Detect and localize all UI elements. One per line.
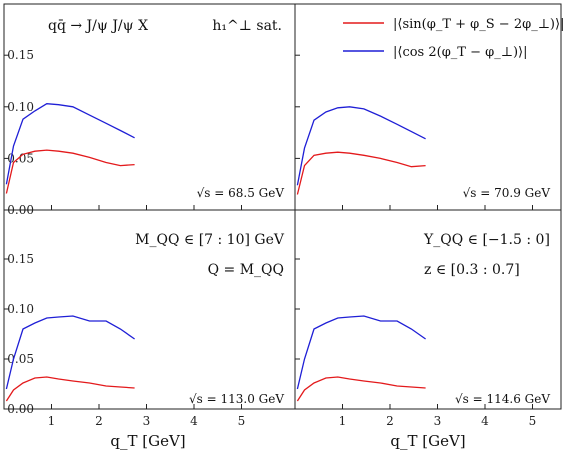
axis-ticks: 0.000.050.100.150.000.050.100.151 2 3 4 5 1 2 3…	[4, 48, 536, 428]
x-axis-label-right: q_T [GeV]	[390, 432, 465, 450]
panel-bottom-right-energy-label: √s = 114.6 GeV	[455, 392, 550, 406]
panel-frame-top-right	[294, 3, 562, 211]
x-tick-label: 4	[190, 414, 198, 428]
series-line-panel3-sin	[296, 376, 426, 402]
y-tick-label: 0.10	[7, 100, 34, 114]
x-tick-label: 2	[95, 414, 103, 428]
legend-label-cos: |⟨cos 2(φ_T − φ_⊥)⟩|	[393, 45, 528, 60]
series-line-panel0-cos	[5, 103, 135, 185]
x-tick-label: 2	[386, 414, 394, 428]
series-line-panel1-sin	[296, 151, 426, 195]
x-tick-label: 5	[529, 414, 537, 428]
x-tick-label: 1	[339, 414, 347, 428]
series-line-panel1-cos	[296, 106, 426, 186]
panel-bottom-left-q-label: Q = M_QQ	[208, 262, 284, 278]
panel-top-right-energy-label: √s = 70.9 GeV	[463, 186, 551, 200]
y-tick-label: 0.10	[7, 302, 34, 316]
panel-bottom-right-z-label: z ∈ [0.3 : 0.7]	[424, 262, 520, 278]
y-tick-label: 0.15	[7, 48, 34, 62]
y-tick-label: 0.00	[7, 203, 34, 217]
series-line-panel2-sin	[5, 376, 135, 402]
x-tick-label: 1	[48, 414, 56, 428]
x-tick-label: 4	[481, 414, 489, 428]
legend: |⟨sin(φ_T + φ_S − 2φ_⊥)⟩| |⟨cos 2(φ_T − …	[343, 17, 564, 60]
y-tick-label: 0.15	[7, 252, 34, 266]
panel-frame-top-left	[3, 3, 296, 211]
panel-bottom-right-rapidity-label: Y_QQ ∈ [−1.5 : 0]	[423, 232, 550, 248]
y-tick-label: 0.00	[7, 402, 34, 416]
y-tick-label: 0.05	[7, 352, 34, 366]
x-tick-label: 5	[238, 414, 246, 428]
x-tick-label: 3	[143, 414, 151, 428]
series-lines	[5, 103, 426, 402]
x-axis-label-left: q_T [GeV]	[110, 432, 185, 450]
legend-label-sin: |⟨sin(φ_T + φ_S − 2φ_⊥)⟩|	[393, 17, 564, 32]
series-line-panel2-cos	[5, 315, 135, 390]
series-line-panel0-sin	[5, 149, 135, 194]
panel-top-left-process-label: qq̄ → J/ψ J/ψ X	[48, 18, 148, 34]
panel-bottom-left-energy-label: √s = 113.0 GeV	[189, 392, 284, 406]
panel-top-left-energy-label: √s = 68.5 GeV	[197, 186, 285, 200]
panel-top-left-extra-label: h₁^⊥ sat.	[212, 18, 282, 34]
series-line-panel3-cos	[296, 315, 426, 390]
x-tick-label: 3	[434, 414, 442, 428]
panel-bottom-left-mass-label: M_QQ ∈ [7 : 10] GeV	[135, 232, 285, 248]
